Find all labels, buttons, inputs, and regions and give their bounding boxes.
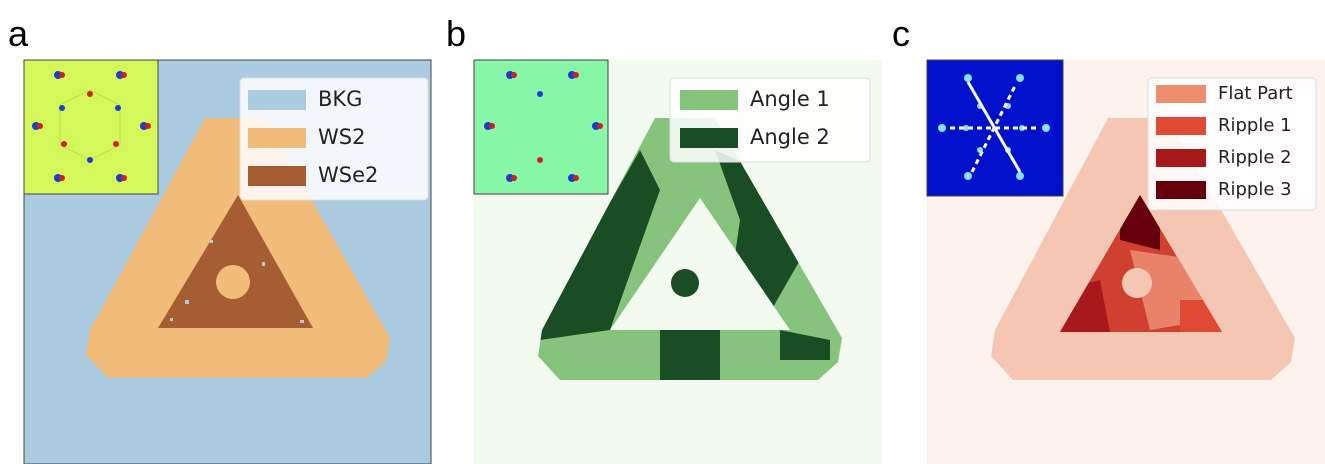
legend-label: Angle 1 — [750, 87, 830, 111]
legend-label: Flat Part — [1218, 83, 1293, 104]
figure: a b c — [0, 0, 1325, 464]
panel-label: c — [892, 13, 910, 54]
legend-swatch — [1156, 117, 1206, 135]
legend-label: Ripple 1 — [1218, 115, 1292, 136]
legend-swatch — [248, 90, 306, 110]
panel-a — [24, 60, 431, 464]
legend-swatch — [1156, 181, 1206, 199]
legend-swatch — [680, 90, 738, 110]
page: a b c — [0, 0, 1325, 464]
legend-label: Ripple 3 — [1218, 179, 1292, 200]
legend-label: WSe2 — [318, 163, 378, 187]
legend-swatch — [680, 128, 738, 148]
legend-label: BKG — [318, 87, 362, 111]
legend-swatch — [1156, 149, 1206, 167]
legend-swatch — [248, 128, 306, 148]
panel-label: a — [8, 13, 29, 54]
legend-swatch — [248, 166, 306, 186]
panel-b — [474, 60, 882, 464]
panel-label: b — [446, 13, 466, 54]
legend-label: Ripple 2 — [1218, 147, 1292, 168]
legend-swatch — [1156, 85, 1206, 103]
legend-label: WS2 — [318, 125, 365, 149]
legend-label: Angle 2 — [750, 125, 830, 149]
